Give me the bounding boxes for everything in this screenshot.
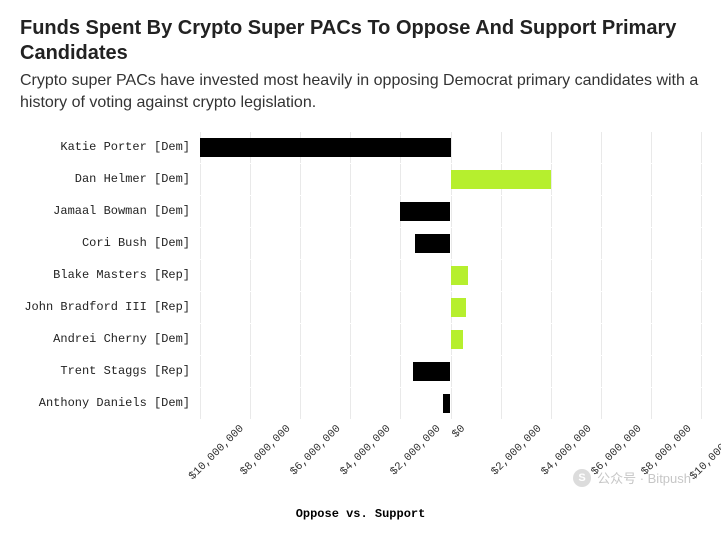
y-axis-label: Trent Staggs [Rep]	[20, 355, 200, 387]
chart-row: Trent Staggs [Rep]	[20, 355, 701, 387]
bar-support	[451, 298, 466, 317]
bar-support	[451, 330, 464, 349]
y-axis-label: Jamaal Bowman [Dem]	[20, 195, 200, 227]
chart-row: Katie Porter [Dem]	[20, 131, 701, 163]
chart-row: John Bradford III [Rep]	[20, 291, 701, 323]
chart-subtitle: Crypto super PACs have invested most hea…	[20, 70, 701, 113]
x-tick: $10,000,000	[665, 423, 721, 435]
y-axis-label: Dan Helmer [Dem]	[20, 163, 200, 195]
y-axis-label: Anthony Daniels [Dem]	[20, 387, 200, 419]
x-tick: $2,000,000	[367, 423, 433, 435]
bar-oppose	[200, 138, 451, 157]
chart-row: Andrei Cherny [Dem]	[20, 323, 701, 355]
bar-oppose	[413, 362, 451, 381]
y-axis-label: Blake Masters [Rep]	[20, 259, 200, 291]
bar-oppose	[400, 202, 450, 221]
chart-row: Dan Helmer [Dem]	[20, 163, 701, 195]
bar-oppose	[415, 234, 450, 253]
chart-title: Funds Spent By Crypto Super PACs To Oppo…	[20, 16, 701, 66]
bar-support	[451, 266, 469, 285]
x-axis: $10,000,000$8,000,000$6,000,000$4,000,00…	[20, 423, 701, 505]
chart-row: Jamaal Bowman [Dem]	[20, 195, 701, 227]
x-tick: $0	[444, 423, 457, 435]
chart-row: Blake Masters [Rep]	[20, 259, 701, 291]
y-axis-label: Andrei Cherny [Dem]	[20, 323, 200, 355]
chart-row: Anthony Daniels [Dem]	[20, 387, 701, 419]
bar-support	[451, 170, 551, 189]
y-axis-label: Cori Bush [Dem]	[20, 227, 200, 259]
x-axis-title: Oppose vs. Support	[20, 507, 701, 521]
y-axis-label: John Bradford III [Rep]	[20, 291, 200, 323]
chart: Katie Porter [Dem]Dan Helmer [Dem]Jamaal…	[20, 131, 701, 521]
y-axis-label: Katie Porter [Dem]	[20, 131, 200, 163]
chart-row: Cori Bush [Dem]	[20, 227, 701, 259]
bar-oppose	[443, 394, 451, 413]
